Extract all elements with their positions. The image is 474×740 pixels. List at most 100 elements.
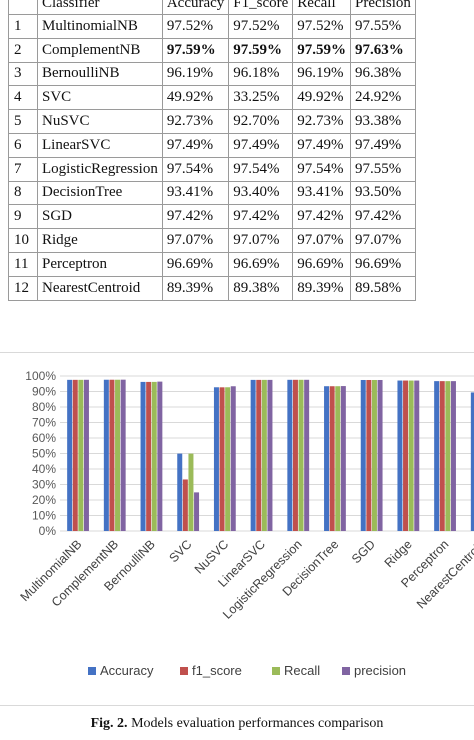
table-row: 8 DecisionTree 93.41% 93.40% 93.41% 93.50% (8, 180, 416, 206)
cell-precision: 97.55% (350, 14, 416, 39)
bar-precision (414, 380, 420, 531)
legend-swatch (342, 667, 350, 675)
bar-f1-score (109, 379, 115, 531)
cell-index: 1 (8, 14, 38, 39)
cell-index: 4 (8, 85, 38, 111)
cell-accuracy: 93.41% (161, 180, 230, 206)
cell-classifier: LinearSVC (37, 132, 163, 158)
cell-index: 3 (8, 61, 38, 87)
cell-precision: 93.38% (350, 109, 416, 134)
bar-f1-score (146, 381, 152, 531)
cell-classifier: Ridge (37, 228, 163, 253)
cell-classifier: DecisionTree (37, 180, 163, 206)
cell-accuracy: 92.73% (161, 109, 230, 134)
x-tick-label: ComplementNB (49, 537, 121, 609)
bar-precision (450, 381, 456, 531)
y-tick-label: 60% (32, 431, 56, 445)
cell-accuracy: 97.42% (161, 204, 230, 230)
bar-precision (194, 492, 200, 531)
cell-classifier: SVC (37, 85, 163, 111)
cell-recall: 49.92% (292, 85, 352, 111)
figure-caption: Fig. 2. Models evaluation performances c… (0, 716, 474, 732)
results-table: Classifier Accuracy F1_score Recall Prec… (8, 0, 416, 301)
y-tick-label: 30% (32, 478, 56, 492)
header-classifier: Classifier (37, 0, 163, 15)
cell-index: 12 (8, 275, 38, 301)
cell-accuracy: 97.59% (161, 37, 230, 63)
bar-precision (120, 379, 126, 531)
bar-precision (340, 386, 346, 531)
cell-index: 11 (8, 251, 38, 277)
bar-f1-score (403, 380, 409, 531)
cell-classifier: MultinomialNB (37, 14, 163, 39)
table-row: 1 MultinomialNB 97.52% 97.52% 97.52% 97.55% (8, 14, 416, 39)
bar-precision (83, 379, 89, 531)
cell-accuracy: 97.07% (161, 228, 230, 253)
bar-recall (115, 379, 121, 531)
cell-index: 6 (8, 132, 38, 158)
bar-recall (151, 381, 157, 531)
table-row: 12 NearestCentroid 89.39% 89.38% 89.39% 89.58… (8, 275, 416, 301)
y-tick-label: 90% (32, 385, 56, 399)
bar-accuracy (470, 392, 474, 531)
cell-index: 10 (8, 228, 38, 253)
cell-precision: 97.63% (350, 37, 416, 63)
x-tick-label: Ridge (382, 537, 415, 570)
bar-recall (225, 387, 231, 531)
cell-recall: 97.07% (292, 228, 352, 253)
legend-swatch (88, 667, 96, 675)
cell-f1-score: 97.49% (228, 132, 294, 158)
cell-f1-score: 97.52% (228, 14, 294, 39)
cell-recall: 97.59% (292, 37, 352, 63)
x-tick-label: SVC (166, 537, 194, 565)
table-row: 5 NuSVC 92.73% 92.70% 92.73% 93.38% (8, 109, 416, 134)
cell-f1-score: 33.25% (228, 85, 294, 111)
legend-label: Recall (284, 663, 320, 678)
grouped-bar-chart: 0%10% 20%30% 40%50% 60%70% 80%90% 100% Multino… (18, 369, 474, 678)
caption-text: Models evaluation performances compariso… (131, 716, 384, 731)
x-tick-label: MultinomialNB (18, 537, 85, 604)
table-row: 9 SGD 97.42% 97.42% 97.42% 97.42% (8, 204, 416, 230)
bar-accuracy (177, 453, 183, 531)
cell-recall: 96.69% (292, 251, 352, 277)
bar-f1-score (72, 379, 78, 531)
bar-accuracy (67, 379, 73, 531)
cell-index: 2 (8, 37, 38, 63)
bar-recall (188, 453, 194, 531)
cell-recall: 93.41% (292, 180, 352, 206)
y-tick-label: 40% (32, 462, 56, 476)
cell-precision: 97.07% (350, 228, 416, 253)
cell-classifier: ComplementNB (37, 37, 163, 63)
bar-precision (377, 379, 383, 531)
cell-f1-score: 89.38% (228, 275, 294, 301)
legend-swatch (180, 667, 188, 675)
cell-accuracy: 89.39% (161, 275, 230, 301)
cell-f1-score: 97.42% (228, 204, 294, 230)
x-tick-label: SGD (349, 537, 378, 566)
legend-label: f1_score (192, 663, 242, 678)
cell-precision: 97.42% (350, 204, 416, 230)
cell-f1-score: 93.40% (228, 180, 294, 206)
y-tick-label: 20% (32, 493, 56, 507)
cell-f1-score: 96.69% (228, 251, 294, 277)
cell-classifier: LogisticRegression (37, 156, 163, 182)
bar-f1-score (329, 386, 335, 531)
bar-accuracy (360, 379, 366, 531)
cell-accuracy: 97.49% (161, 132, 230, 158)
cell-precision: 89.58% (350, 275, 416, 301)
cell-recall: 97.42% (292, 204, 352, 230)
bar-recall (445, 381, 451, 531)
y-tick-label: 10% (32, 509, 56, 523)
table-row: 6 LinearSVC 97.49% 97.49% 97.49% 97.49% (8, 132, 416, 158)
cell-accuracy: 49.92% (161, 85, 230, 111)
y-tick-label: 70% (32, 416, 56, 430)
bar-accuracy (287, 379, 293, 531)
cell-classifier: BernoulliNB (37, 61, 163, 87)
cell-recall: 92.73% (292, 109, 352, 134)
bar-recall (371, 379, 377, 531)
bar-f1-score (439, 381, 445, 531)
bar-recall (298, 379, 304, 531)
table-row: 4 SVC 49.92% 33.25% 49.92% 24.92% (8, 85, 416, 111)
bar-precision (304, 379, 310, 531)
bar-accuracy (324, 386, 330, 531)
